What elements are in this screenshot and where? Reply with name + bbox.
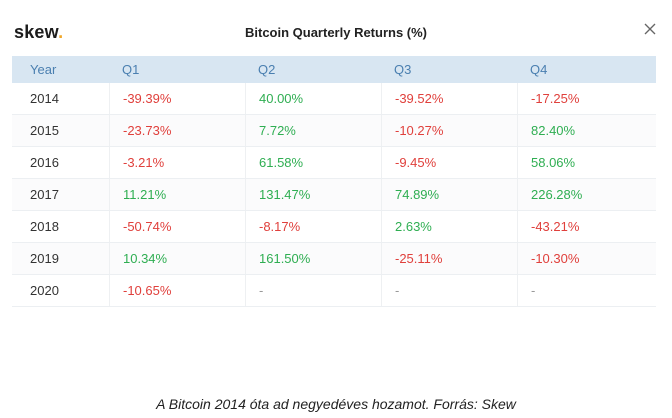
year-cell: 2015: [30, 123, 59, 138]
return-cell-q4: -43.21%: [517, 211, 656, 242]
skew-logo: skew.: [14, 22, 63, 43]
return-cell-q1: 10.34%: [109, 243, 245, 274]
return-cell-q4: 58.06%: [517, 147, 656, 178]
column-header-q2: Q2: [258, 62, 276, 77]
return-cell-q2: 61.58%: [245, 147, 381, 178]
column-header-q3: Q3: [394, 62, 412, 77]
return-cell-q1: -39.39%: [109, 83, 245, 114]
returns-table: Year Q1 Q2 Q3 Q4 2014 -39.39% 40.00% -39.52% -17…: [12, 56, 656, 307]
table-row: 2018 -50.74% -8.17% 2.63% -43.21%: [12, 211, 656, 243]
return-cell-q3: -: [381, 275, 517, 306]
return-cell-q3: -39.52%: [381, 83, 517, 114]
return-cell-q1: -50.74%: [109, 211, 245, 242]
column-header-q4: Q4: [530, 62, 548, 77]
table-header: Year Q1 Q2 Q3 Q4: [12, 56, 656, 83]
return-cell-q2: -8.17%: [245, 211, 381, 242]
table-row: 2019 10.34% 161.50% -25.11% -10.30%: [12, 243, 656, 275]
return-cell-q3: -25.11%: [381, 243, 517, 274]
return-cell-q4: -17.25%: [517, 83, 656, 114]
table-row: 2017 11.21% 131.47% 74.89% 226.28%: [12, 179, 656, 211]
table-body: 2014 -39.39% 40.00% -39.52% -17.25% 2015 -23.7…: [12, 83, 656, 307]
return-cell-q2: 7.72%: [245, 115, 381, 146]
return-cell-q3: -10.27%: [381, 115, 517, 146]
column-header-q1: Q1: [122, 62, 140, 77]
return-cell-q1: -3.21%: [109, 147, 245, 178]
return-cell-q1: 11.21%: [109, 179, 245, 210]
return-cell-q4: -: [517, 275, 656, 306]
return-cell-q2: 131.47%: [245, 179, 381, 210]
column-header-year: Year: [30, 62, 57, 77]
table-row: 2014 -39.39% 40.00% -39.52% -17.25%: [12, 83, 656, 115]
return-cell-q2: 40.00%: [245, 83, 381, 114]
year-cell: 2017: [30, 187, 59, 202]
return-cell-q2: -: [245, 275, 381, 306]
return-cell-q3: -9.45%: [381, 147, 517, 178]
return-cell-q1: -10.65%: [109, 275, 245, 306]
return-cell-q3: 74.89%: [381, 179, 517, 210]
year-cell: 2014: [30, 91, 59, 106]
table-row: 2015 -23.73% 7.72% -10.27% 82.40%: [12, 115, 656, 147]
year-cell: 2016: [30, 155, 59, 170]
year-cell: 2018: [30, 219, 59, 234]
table-row: 2016 -3.21% 61.58% -9.45% 58.06%: [12, 147, 656, 179]
card-header: skew. Bitcoin Quarterly Returns (%): [0, 0, 672, 60]
return-cell-q4: 226.28%: [517, 179, 656, 210]
return-cell-q4: 82.40%: [517, 115, 656, 146]
image-caption: A Bitcoin 2014 óta ad negyedéves hozamot…: [156, 396, 516, 412]
chart-title: Bitcoin Quarterly Returns (%): [244, 25, 428, 40]
return-cell-q1: -23.73%: [109, 115, 245, 146]
year-cell: 2020: [30, 283, 59, 298]
table-row: 2020 -10.65% - - -: [12, 275, 656, 307]
logo-text: skew: [14, 22, 59, 42]
returns-card: skew. Bitcoin Quarterly Returns (%) Year…: [0, 0, 672, 307]
return-cell-q4: -10.30%: [517, 243, 656, 274]
close-icon[interactable]: [641, 20, 659, 38]
logo-dot: .: [58, 22, 64, 42]
year-cell: 2019: [30, 251, 59, 266]
return-cell-q3: 2.63%: [381, 211, 517, 242]
return-cell-q2: 161.50%: [245, 243, 381, 274]
